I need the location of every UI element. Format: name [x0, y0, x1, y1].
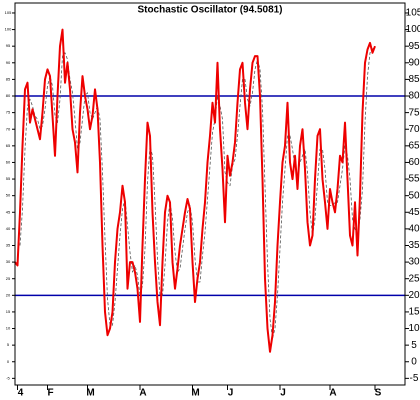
y-tick-label: 5: [411, 340, 417, 351]
y-tick-label: 50: [408, 190, 420, 201]
y-tick-label: -5: [410, 373, 419, 384]
oscillator-line: [14, 28, 376, 353]
y-tick-label-left: 15: [6, 309, 11, 314]
y-tick-label-left: 45: [6, 209, 11, 214]
y-tick-label-left: 85: [6, 76, 11, 81]
y-tick-label-left: 105: [5, 10, 12, 15]
y-tick-label: 65: [408, 140, 420, 151]
y-tick-label-left: 30: [6, 259, 11, 264]
plot-frame: [14, 2, 406, 386]
y-tick-label: 75: [408, 107, 420, 118]
x-tick-label: 4: [18, 388, 24, 399]
x-tick-label: J: [280, 388, 286, 399]
y-tick-label: 40: [408, 224, 420, 235]
y-tick-label-left: 70: [6, 126, 11, 131]
y-tick-label-left: 0: [7, 359, 10, 364]
y-tick-label-left: 20: [6, 292, 11, 297]
y-tick-label-left: 95: [6, 43, 11, 48]
y-tick-label-left: 25: [6, 276, 11, 281]
y-tick-label: 100: [406, 24, 420, 35]
y-tick-label: 15: [408, 307, 420, 318]
y-tick-label-left: 40: [6, 226, 11, 231]
y-tick-label-left: 5: [7, 342, 10, 347]
y-tick-label-left: 75: [6, 110, 11, 115]
y-tick-label: 25: [408, 273, 420, 284]
y-tick-label: 70: [408, 124, 420, 135]
y-tick-label-left: 10: [6, 326, 11, 331]
y-tick-label: 20: [408, 290, 420, 301]
y-tick-label: 55: [408, 174, 420, 185]
y-tick-label-left: 50: [6, 193, 11, 198]
y-tick-label-left: 100: [5, 27, 12, 32]
x-tick-label: S: [375, 388, 382, 399]
y-tick-label: 0: [411, 356, 417, 367]
y-tick-label: 95: [408, 41, 420, 52]
y-tick-label: 35: [408, 240, 420, 251]
x-tick-label: M: [86, 388, 94, 399]
y-tick-label: 60: [408, 157, 420, 168]
y-tick-label: 90: [408, 57, 420, 68]
y-tick-label-left: 55: [6, 176, 11, 181]
y-tick-label-left: -5: [6, 375, 10, 380]
chart-title: Stochastic Oscillator (94.5081): [137, 5, 282, 16]
y-tick-label: 30: [408, 257, 420, 268]
y-tick-label: 45: [408, 207, 420, 218]
y-tick-label: 10: [408, 323, 420, 334]
y-tick-label: 80: [408, 91, 420, 102]
y-tick-label: 85: [408, 74, 420, 85]
x-tick-label: M: [191, 388, 199, 399]
y-tick-label-left: 60: [6, 160, 11, 165]
y-tick-label-left: 65: [6, 143, 11, 148]
x-tick-label: J: [228, 388, 234, 399]
x-tick-label: A: [139, 388, 146, 399]
y-tick-label-left: 80: [6, 93, 11, 98]
y-tick-label-left: 90: [6, 60, 11, 65]
x-tick-label: A: [329, 388, 336, 399]
y-tick-label: 105: [406, 8, 420, 19]
x-tick-label: F: [47, 388, 53, 399]
y-tick-label-left: 35: [6, 243, 11, 248]
